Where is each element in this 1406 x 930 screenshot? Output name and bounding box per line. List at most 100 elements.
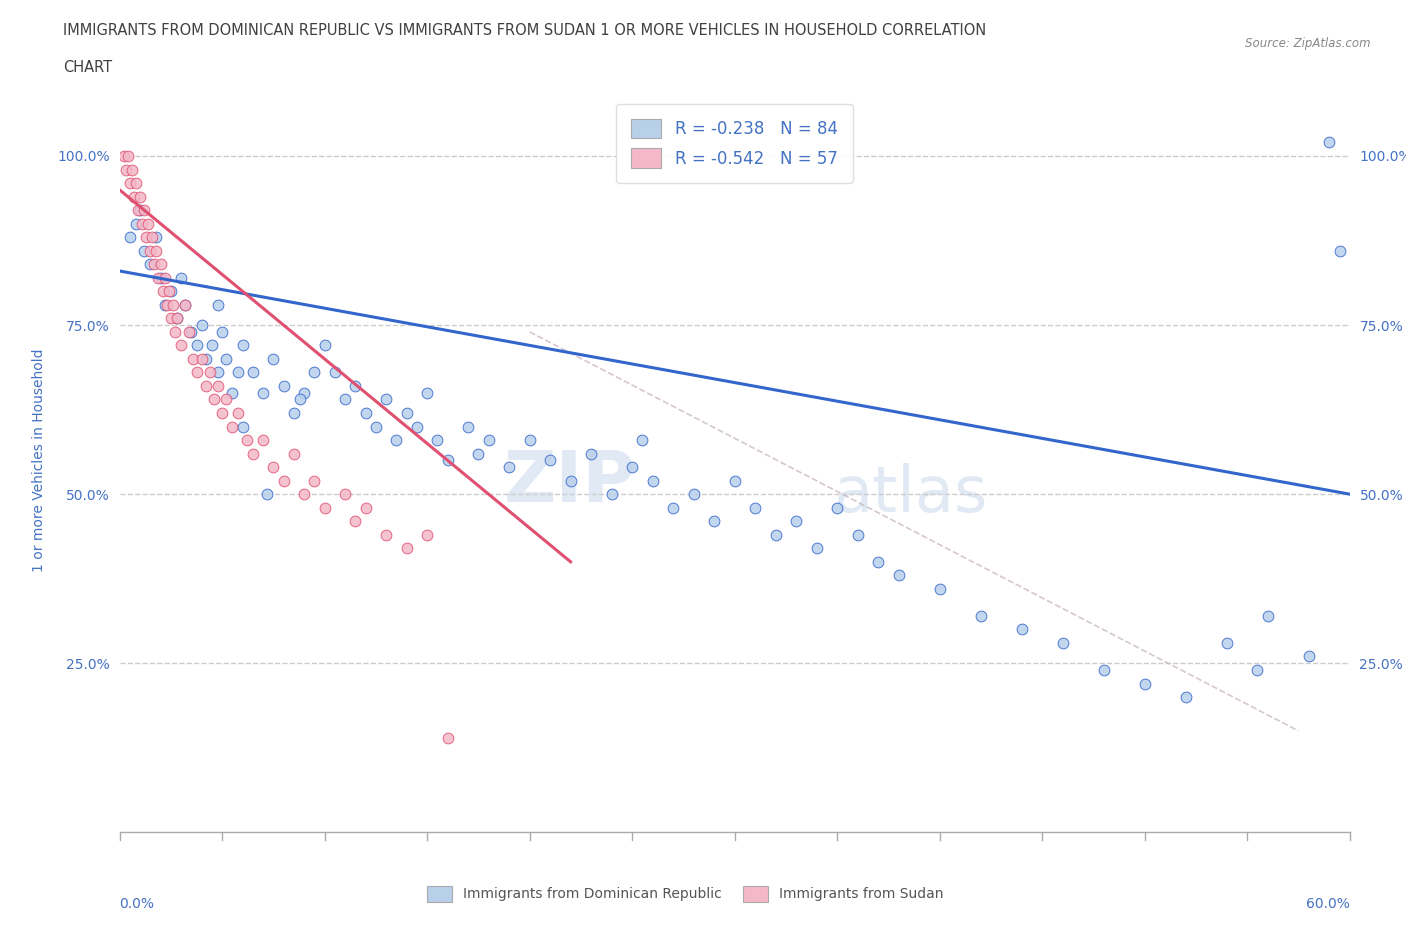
Point — [560, 473, 582, 488]
Point — [132, 244, 156, 259]
Point — [1317, 135, 1340, 150]
Text: 60.0%: 60.0% — [1306, 897, 1350, 910]
Point — [641, 473, 664, 488]
Point — [262, 352, 284, 366]
Point — [304, 473, 326, 488]
Point — [273, 379, 295, 393]
Point — [139, 257, 162, 272]
Text: IMMIGRANTS FROM DOMINICAN REPUBLIC VS IMMIGRANTS FROM SUDAN 1 OR MORE VEHICLES I: IMMIGRANTS FROM DOMINICAN REPUBLIC VS IM… — [63, 23, 987, 38]
Text: 0.0%: 0.0% — [120, 897, 155, 910]
Text: ZIP: ZIP — [503, 448, 636, 517]
Point — [148, 271, 170, 286]
Point — [292, 486, 315, 501]
Point — [416, 527, 439, 542]
Point — [405, 419, 427, 434]
Point — [825, 500, 848, 515]
Point — [375, 392, 398, 407]
Text: atlas: atlas — [832, 463, 987, 525]
Point — [125, 216, 148, 231]
Point — [131, 216, 153, 231]
Point — [579, 446, 602, 461]
Point — [215, 392, 238, 407]
Point — [304, 365, 326, 379]
Point — [631, 432, 654, 447]
Point — [385, 432, 408, 447]
Point — [228, 365, 250, 379]
Point — [395, 405, 418, 420]
Point — [262, 459, 284, 474]
Point — [375, 527, 398, 542]
Point — [135, 230, 157, 245]
Point — [221, 419, 243, 434]
Point — [806, 541, 828, 556]
Point — [186, 338, 208, 352]
Point — [198, 365, 221, 379]
Point — [194, 352, 217, 366]
Point — [868, 554, 890, 569]
Point — [170, 338, 193, 352]
Point — [183, 352, 205, 366]
Point — [141, 230, 163, 245]
Point — [228, 405, 250, 420]
Point — [194, 379, 217, 393]
Point — [139, 244, 162, 259]
Point — [1257, 608, 1279, 623]
Point — [129, 189, 152, 204]
Point — [785, 513, 807, 528]
Point — [114, 162, 136, 177]
Point — [231, 338, 254, 352]
Point — [179, 325, 201, 339]
Point — [1216, 635, 1239, 650]
Point — [519, 432, 541, 447]
Point — [221, 385, 243, 400]
Point — [1246, 662, 1268, 677]
Point — [344, 379, 367, 393]
Point — [928, 581, 950, 596]
Point — [153, 271, 176, 286]
Point — [538, 453, 561, 468]
Text: Source: ZipAtlas.com: Source: ZipAtlas.com — [1246, 37, 1371, 50]
Point — [143, 257, 166, 272]
Point — [132, 203, 156, 218]
Point — [498, 459, 520, 474]
Point — [129, 203, 152, 218]
Legend: Immigrants from Dominican Republic, Immigrants from Sudan: Immigrants from Dominican Republic, Immi… — [422, 880, 949, 908]
Point — [292, 385, 315, 400]
Point — [323, 365, 346, 379]
Point — [149, 257, 172, 272]
Point — [436, 730, 458, 745]
Point — [283, 405, 305, 420]
Point — [314, 338, 336, 352]
Point — [190, 352, 212, 366]
Point — [703, 513, 725, 528]
Point — [273, 473, 295, 488]
Point — [118, 176, 141, 191]
Point — [201, 338, 224, 352]
Point — [166, 311, 188, 325]
Point — [163, 325, 186, 339]
Point — [112, 149, 135, 164]
Point — [416, 385, 439, 400]
Point — [122, 189, 145, 204]
Point — [136, 216, 159, 231]
Point — [145, 230, 167, 245]
Point — [1133, 676, 1156, 691]
Point — [467, 446, 489, 461]
Point — [1298, 649, 1320, 664]
Point — [156, 298, 179, 312]
Point — [354, 405, 377, 420]
Point — [174, 298, 197, 312]
Point — [242, 365, 264, 379]
Point — [149, 271, 172, 286]
Point — [186, 365, 208, 379]
Point — [118, 230, 141, 245]
Point — [765, 527, 787, 542]
Point — [887, 568, 910, 583]
Point — [152, 284, 174, 299]
Point — [242, 446, 264, 461]
Point — [231, 419, 254, 434]
Point — [1329, 244, 1351, 259]
Point — [215, 352, 238, 366]
Point — [662, 500, 685, 515]
Point — [344, 513, 367, 528]
